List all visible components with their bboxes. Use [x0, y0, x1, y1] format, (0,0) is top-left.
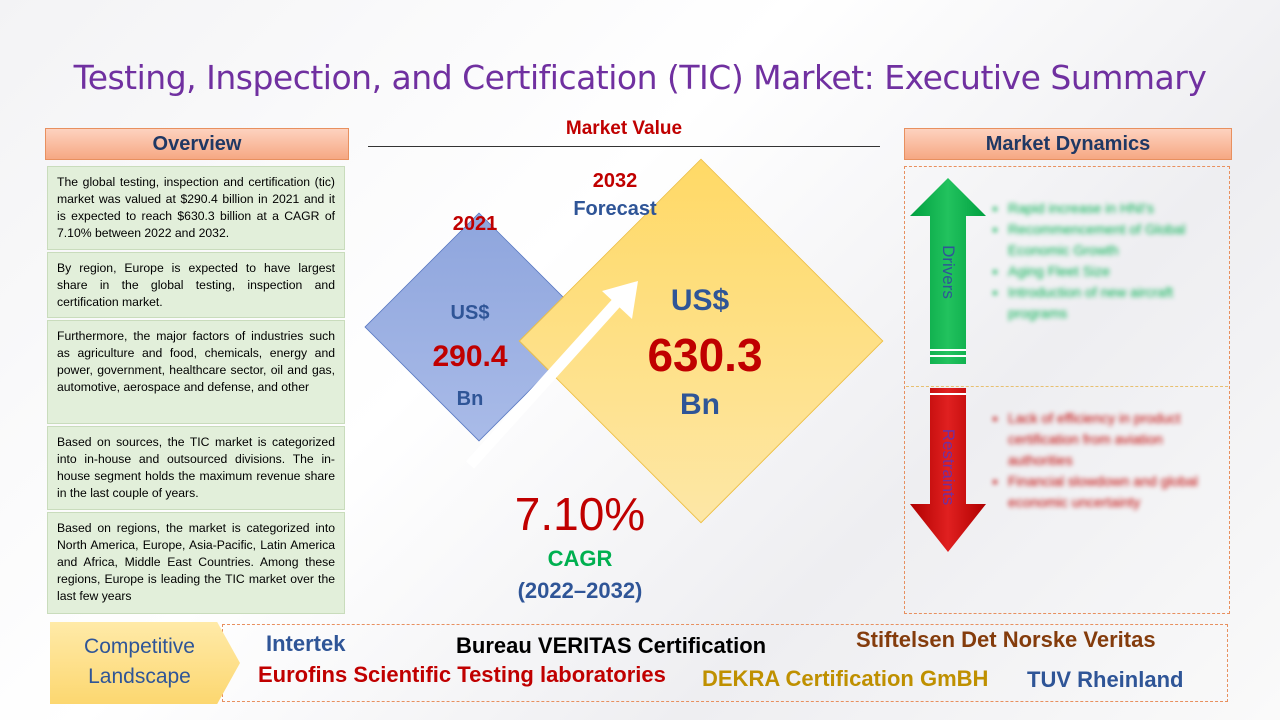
restraint-item: Lack of efficiency in product certificat…: [1008, 408, 1217, 471]
growth-arrow-icon: [465, 281, 638, 469]
company-name: DEKRA Certification GmBH: [702, 666, 989, 691]
company-name: Eurofins Scientific Testing laboratories: [258, 662, 666, 687]
divider: [368, 146, 880, 147]
drivers-label: Drivers: [939, 245, 958, 299]
competitive-landscape-tag: [50, 622, 240, 704]
company-name: Stiftelsen Det Norske Veritas: [856, 627, 1156, 652]
end-unit: Bn: [680, 388, 720, 421]
overview-paragraph: By region, Europe is expected to have la…: [47, 252, 345, 318]
year-2032: 2032: [592, 170, 638, 192]
driver-item: Aging Fleet Size: [1008, 261, 1217, 282]
year-2021: 2021: [452, 213, 498, 235]
competitive-landscape-label: Competitive Landscape: [84, 635, 195, 688]
page-title: Testing, Inspection, and Certification (…: [73, 58, 1207, 97]
drivers-list: Rapid increase in HNI's Recommencement o…: [992, 198, 1217, 324]
market-dynamics-header: Market Dynamics: [904, 128, 1232, 160]
divider: [906, 386, 1228, 387]
cagr-value: 7.10%: [514, 488, 646, 540]
company-name: Intertek: [266, 631, 346, 656]
down-arrow-icon: [910, 388, 986, 552]
cagr-period: (2022–2032): [517, 578, 643, 603]
up-arrow-icon: [910, 178, 986, 364]
market-value-header: Market Value: [565, 118, 683, 139]
overview-paragraph: Based on regions, the market is categori…: [47, 512, 345, 614]
overview-paragraph: The global testing, inspection and certi…: [47, 166, 345, 250]
end-currency: US$: [670, 284, 730, 317]
driver-item: Recommencement of Global Economic Growth: [1008, 219, 1217, 261]
restraints-label: Restraints: [939, 428, 958, 506]
restraint-item: Financial slowdown and global economic u…: [1008, 471, 1217, 513]
forecast-label: Forecast: [573, 198, 657, 220]
company-name: TUV Rheinland: [1027, 667, 1184, 692]
start-unit: Bn: [456, 388, 484, 410]
overview-header: Overview: [45, 128, 349, 160]
start-currency: US$: [450, 302, 490, 324]
overview-paragraph: Based on sources, the TIC market is cate…: [47, 426, 345, 510]
market-dynamics-box: [904, 166, 1230, 614]
restraints-list: Lack of efficiency in product certificat…: [992, 408, 1217, 513]
start-value: 290.4: [432, 340, 508, 373]
driver-item: Introduction of new aircraft programs: [1008, 282, 1217, 324]
end-value: 630.3: [647, 329, 763, 381]
driver-item: Rapid increase in HNI's: [1008, 198, 1217, 219]
company-name: Bureau VERITAS Certification: [456, 633, 767, 658]
overview-paragraph: Furthermore, the major factors of indust…: [47, 320, 345, 424]
cagr-label: CAGR: [547, 546, 613, 571]
